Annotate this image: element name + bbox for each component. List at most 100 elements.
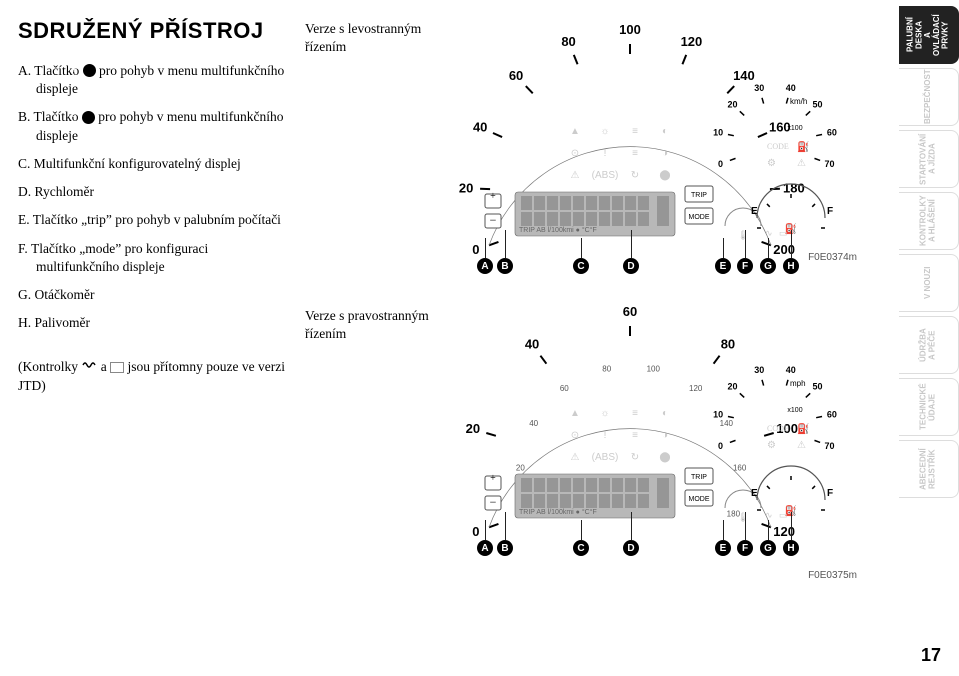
page-number: 17 — [921, 645, 941, 666]
list-item: A. Tlačítko + pro pohyb v menu multifunk… — [18, 62, 293, 98]
svg-text:⊙: ⊙ — [571, 430, 579, 441]
svg-text:MODE: MODE — [689, 496, 710, 503]
dashboard-figure-1: 020406080100120140160180200km/h▲☼≡◐⊙!≡◑⚠… — [455, 14, 855, 274]
svg-text:TRIP AB l/100kmi ● °C°F: TRIP AB l/100kmi ● °C°F — [519, 226, 597, 234]
svg-text:10: 10 — [713, 128, 723, 138]
callout-badge: A — [477, 540, 493, 556]
nav-tab[interactable]: V NOUZI — [899, 254, 959, 312]
svg-text:120: 120 — [681, 34, 703, 49]
nav-tab[interactable]: TECHNICKÉ ÚDAJE — [899, 378, 959, 436]
svg-text:⛽: ⛽ — [797, 140, 809, 153]
svg-text:0: 0 — [718, 159, 723, 169]
svg-text:km/h: km/h — [790, 97, 807, 106]
svg-text:☼: ☼ — [600, 126, 609, 137]
svg-text:40: 40 — [786, 83, 796, 93]
callout-badge: H — [783, 540, 799, 556]
page-title: SDRUŽENÝ PŘÍSTROJ — [18, 18, 293, 44]
svg-text:120: 120 — [689, 384, 703, 393]
glow-plug-icon — [81, 358, 97, 376]
nav-tab[interactable]: ÚDRŽBA A PÉČE — [899, 316, 959, 374]
svg-text:140: 140 — [720, 419, 734, 428]
svg-text:CODE: CODE — [767, 424, 789, 433]
callout-badge: E — [715, 540, 731, 556]
callout-badge: B — [497, 540, 513, 556]
svg-text:60: 60 — [509, 68, 523, 83]
svg-text:100: 100 — [647, 364, 661, 373]
nav-tab[interactable]: STARTOVÁNÍ A JÍZDA — [899, 130, 959, 188]
svg-text:≡: ≡ — [632, 148, 638, 159]
svg-text:↻: ↻ — [631, 452, 639, 463]
svg-text:TRIP: TRIP — [691, 192, 707, 199]
variant1-label: Verze s levostranným řízením — [305, 20, 455, 55]
svg-text:⚙: ⚙ — [767, 440, 776, 451]
list-item: H. Palivoměr — [18, 314, 293, 332]
svg-text:!: ! — [604, 430, 607, 441]
list-item: G. Otáčkoměr — [18, 286, 293, 304]
svg-text:◐: ◐ — [662, 408, 668, 419]
svg-text:⛽: ⛽ — [797, 422, 809, 435]
svg-text:30: 30 — [754, 83, 764, 93]
dashboard-figure-2: 020406080100120mph0204060801001201401601… — [455, 296, 855, 556]
callout-badge: C — [573, 258, 589, 274]
callout-badge: B — [497, 258, 513, 274]
svg-text:≡: ≡ — [632, 408, 638, 419]
list-item: E. Tlačítko „trip” pro pohyb v palubním … — [18, 211, 293, 229]
fig-ref-2: F0E0375m — [808, 570, 857, 581]
variant2-label: Verze s pravostranným řízením — [305, 307, 455, 342]
svg-text:CODE: CODE — [767, 142, 789, 151]
nav-tab[interactable]: ABECEDNÍ REJSTŘÍK — [899, 440, 959, 498]
svg-text:60: 60 — [623, 304, 637, 319]
svg-text:⬤: ⬤ — [659, 452, 670, 463]
plus-icon: + — [83, 64, 96, 77]
svg-text:⚙: ⚙ — [767, 158, 776, 169]
nav-tab[interactable]: BEZPEČNOST — [899, 68, 959, 126]
svg-text:◑: ◑ — [662, 148, 668, 159]
svg-text:0: 0 — [718, 441, 723, 451]
svg-text:F: F — [827, 488, 833, 499]
svg-text:≡: ≡ — [632, 430, 638, 441]
list-item: B. Tlačítko – pro pohyb v menu multifunk… — [18, 108, 293, 144]
callout-badge: D — [623, 540, 639, 556]
svg-text:−: − — [490, 495, 497, 509]
nav-tab[interactable]: KONTROLKY A HLÁŠENÍ — [899, 192, 959, 250]
list-item: D. Rychloměr — [18, 183, 293, 201]
svg-text:20: 20 — [727, 382, 737, 392]
callout-badge: E — [715, 258, 731, 274]
svg-text:80: 80 — [721, 336, 735, 351]
svg-text:80: 80 — [602, 364, 611, 373]
svg-text:20: 20 — [466, 421, 480, 436]
svg-text:20: 20 — [727, 100, 737, 110]
callout-badge: F — [737, 258, 753, 274]
nav-tab[interactable]: PALUBNÍ DESKA A OVLÁDACÍ PRVKY — [899, 6, 959, 64]
svg-text:(ABS): (ABS) — [592, 170, 619, 181]
svg-text:▲: ▲ — [570, 126, 580, 137]
svg-text:TRIP AB l/100kmi ● °C°F: TRIP AB l/100kmi ● °C°F — [519, 508, 597, 516]
svg-text:⬤: ⬤ — [659, 170, 670, 181]
callout-badge: C — [573, 540, 589, 556]
svg-text:+: + — [490, 191, 496, 202]
callout-badge: D — [623, 258, 639, 274]
svg-text:60: 60 — [827, 410, 837, 420]
svg-text:50: 50 — [813, 382, 823, 392]
svg-text:20: 20 — [459, 180, 473, 195]
svg-text:x100: x100 — [787, 125, 802, 132]
svg-text:60: 60 — [827, 128, 837, 138]
svg-text:20: 20 — [516, 463, 525, 472]
minus-icon: – — [82, 111, 95, 124]
svg-text:MODE: MODE — [689, 214, 710, 221]
svg-text:mph: mph — [790, 379, 806, 388]
svg-text:160: 160 — [733, 463, 747, 472]
svg-text:40: 40 — [529, 419, 538, 428]
list-item: C. Multifunkční konfigurovatelný displej — [18, 155, 293, 173]
callout-badge: H — [783, 258, 799, 274]
svg-text:⚠: ⚠ — [571, 170, 580, 181]
callout-badge: G — [760, 540, 776, 556]
callout-badge: F — [737, 540, 753, 556]
svg-text:◑: ◑ — [662, 430, 668, 441]
svg-text:40: 40 — [525, 336, 539, 351]
fig-ref-1: F0E0374m — [808, 252, 857, 263]
svg-text:(ABS): (ABS) — [592, 452, 619, 463]
svg-text:180: 180 — [783, 180, 805, 195]
list-item: F. Tlačítko „mode” pro konfiguraci multi… — [18, 240, 293, 276]
svg-text:⚠: ⚠ — [571, 452, 580, 463]
